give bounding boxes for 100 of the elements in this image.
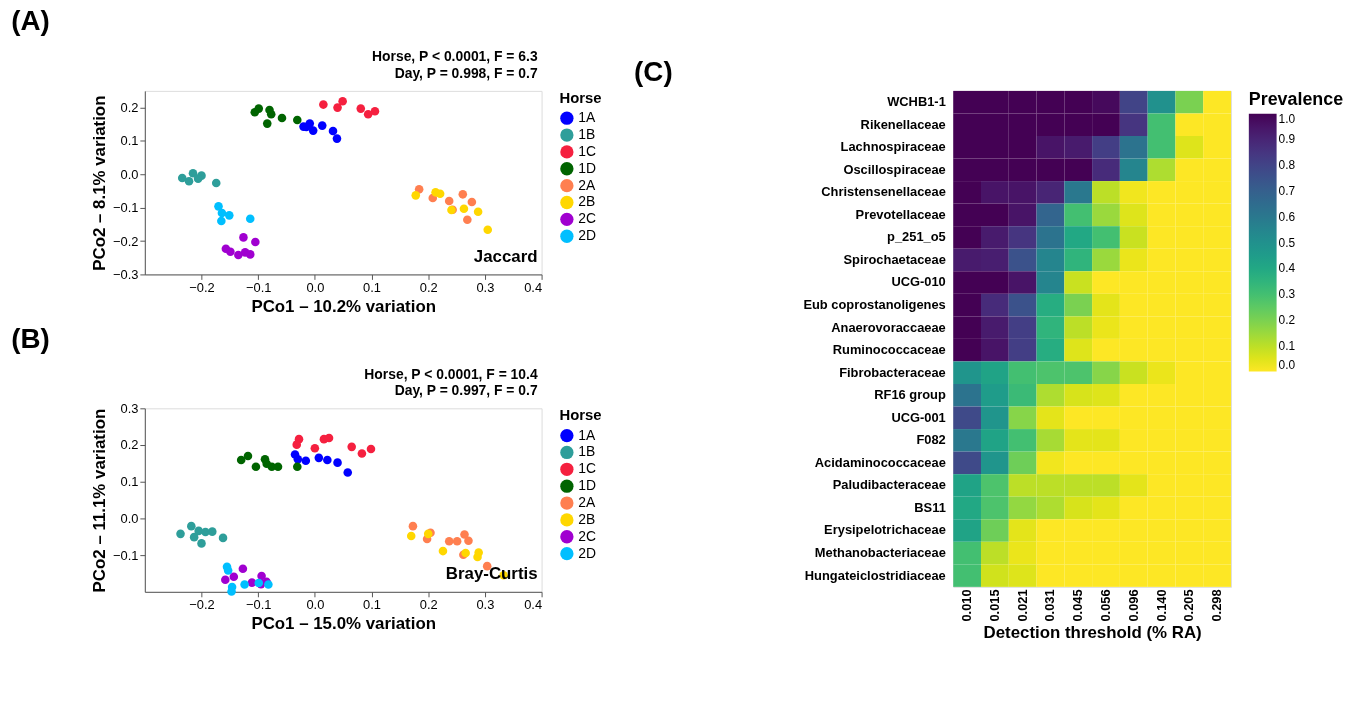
- x-tick-label: 0.140: [1153, 589, 1169, 622]
- color-bar-label: 0.7: [1278, 184, 1296, 199]
- legend-label: 2C: [578, 527, 597, 544]
- point: [406, 531, 416, 541]
- point: [435, 189, 445, 198]
- x-tick-label: 0.0: [306, 597, 325, 613]
- x-axis-title: PCo1 – 10.2% variation: [251, 296, 436, 316]
- y-tick-label: Acidaminococcaceae: [814, 454, 946, 470]
- x-tick-label: 0.4: [524, 597, 543, 613]
- x-tick-label: 0.0: [306, 279, 325, 295]
- point: [236, 455, 246, 465]
- point: [411, 191, 421, 200]
- text: (C): [634, 55, 673, 87]
- x-tick-label: 0.1: [363, 597, 381, 613]
- x-tick-label: 0.1: [363, 279, 381, 295]
- x-tick-label: 0.3: [476, 279, 495, 295]
- point: [266, 109, 276, 119]
- y-tick-label: 0.2: [120, 437, 139, 453]
- point: [452, 536, 462, 546]
- legend-label: 1D: [578, 477, 597, 494]
- text: Day, P = 0.997, F = 0.7: [394, 382, 538, 399]
- y-tick-label: 0.0: [120, 166, 139, 182]
- text: Horse, P < 0.0001, F = 10.4: [364, 365, 538, 382]
- point: [214, 202, 223, 211]
- point: [444, 196, 454, 206]
- point: [240, 580, 249, 589]
- color-bar-label: 0.2: [1278, 313, 1296, 328]
- point: [240, 248, 250, 257]
- y-tick-label: −0.1: [112, 547, 139, 563]
- y-tick-label: 0.2: [120, 100, 139, 116]
- point: [308, 126, 318, 135]
- x-tick-label: 0.2: [419, 279, 438, 295]
- point: [473, 207, 483, 216]
- y-tick-label: Christensenellaceae: [821, 184, 946, 200]
- annotation: Jaccard: [473, 246, 538, 266]
- y-tick-label: Fibrobacteraceae: [839, 364, 946, 380]
- color-bar-label: 0.8: [1278, 158, 1296, 173]
- legend-label: 2C: [578, 210, 597, 227]
- point: [370, 106, 380, 116]
- y-tick-label: Erysipelotrichaceae: [824, 522, 946, 538]
- y-axis-title: PCo2 – 11.1% variation: [89, 408, 109, 593]
- y-tick-label: Paludibacteraceae: [832, 477, 946, 493]
- point: [224, 211, 234, 220]
- point: [408, 521, 418, 531]
- point: [463, 215, 472, 224]
- legend-label: 1A: [578, 426, 596, 443]
- point: [243, 451, 253, 461]
- point: [444, 536, 454, 546]
- x-tick-label: 0.056: [1097, 589, 1113, 622]
- legend-label: 1A: [578, 109, 596, 126]
- y-tick-label: Hungateiclostridiaceae: [804, 567, 946, 583]
- point: [317, 121, 327, 130]
- y-axis-title: PCo2 – 8.1% variation: [89, 95, 109, 271]
- point: [207, 527, 217, 536]
- point: [464, 536, 473, 546]
- legend-label: 2D: [578, 227, 597, 244]
- y-tick-label: Prevotellaceae: [855, 206, 946, 222]
- y-tick-label: Methanobacteriaceae: [814, 545, 946, 561]
- x-tick-label: −0.2: [189, 597, 215, 613]
- legend-label: 1B: [578, 126, 596, 143]
- point: [273, 462, 283, 471]
- point: [314, 453, 324, 463]
- point: [356, 104, 366, 113]
- y-tick-label: −0.3: [112, 266, 139, 282]
- point: [483, 225, 493, 234]
- point: [229, 572, 239, 582]
- point: [226, 247, 235, 257]
- y-tick-label: Rikenellaceae: [860, 116, 946, 132]
- y-tick-label: 0.0: [120, 510, 139, 526]
- legend-label: 1C: [578, 460, 597, 477]
- point: [217, 216, 226, 226]
- y-tick-label: Spirochaetaceae: [843, 251, 946, 267]
- color-bar-title: Prevalence: [1248, 88, 1344, 109]
- point: [292, 440, 302, 449]
- y-tick-label: RF16 group: [874, 387, 946, 403]
- point: [438, 546, 448, 556]
- point: [239, 233, 248, 242]
- x-tick-label: 0.2: [419, 597, 438, 613]
- point: [293, 115, 302, 125]
- x-tick-label: 0.045: [1070, 589, 1086, 622]
- x-tick-label: 0.205: [1181, 589, 1197, 622]
- x-tick-label: 0.021: [1014, 589, 1030, 622]
- text: Horse, P < 0.0001, F = 6.3: [372, 48, 538, 65]
- point: [319, 100, 328, 109]
- point: [176, 529, 185, 539]
- point: [467, 197, 477, 207]
- y-tick-label: Anaerovoraccaeae: [831, 319, 946, 335]
- point: [293, 455, 303, 464]
- color-bar-label: 0.1: [1278, 338, 1296, 353]
- y-tick-label: −0.2: [112, 233, 139, 249]
- y-tick-label: 0.1: [120, 133, 139, 149]
- y-tick-label: BS11: [914, 499, 946, 515]
- x-tick-label: 0.031: [1042, 589, 1058, 622]
- x-tick-label: −0.2: [189, 279, 215, 295]
- x-tick-label: 0.4: [524, 279, 543, 295]
- text: Day, P = 0.998, F = 0.7: [394, 65, 538, 82]
- point: [357, 449, 367, 458]
- y-tick-label: UCG-010: [891, 274, 946, 290]
- legend-label: 2A: [578, 494, 596, 511]
- point: [473, 552, 482, 562]
